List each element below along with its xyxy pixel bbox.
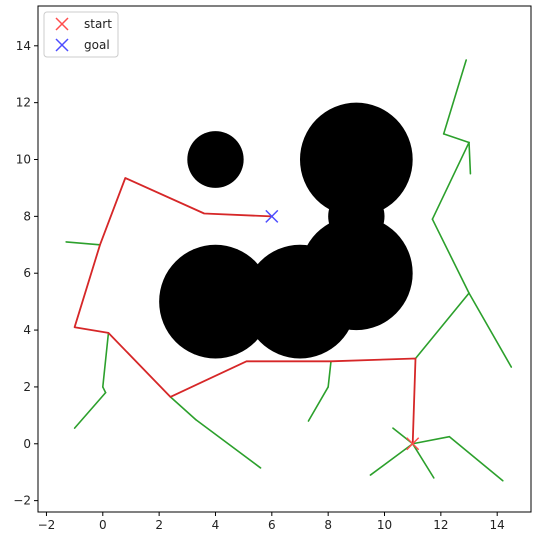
x-tick-label-4: 4 xyxy=(212,518,220,532)
start-marker xyxy=(406,437,420,451)
tree-edge-17 xyxy=(169,396,197,421)
legend-marker-start xyxy=(55,17,69,31)
y-tick-label-6: 6 xyxy=(23,266,31,280)
y-tick-label-2: 2 xyxy=(23,380,31,394)
y-tick-label-14: 14 xyxy=(16,39,31,53)
y-tick-label-10: 10 xyxy=(16,153,31,167)
path xyxy=(73,177,417,445)
tree-edge-15 xyxy=(101,386,107,394)
legend-x-goal-stroke xyxy=(55,38,69,52)
tree-edge-12 xyxy=(327,360,332,388)
obstacles xyxy=(159,102,413,359)
x-tick-label-2: 2 xyxy=(155,518,163,532)
tree-edge-6 xyxy=(468,292,513,368)
tree-edge-7 xyxy=(431,218,470,294)
legend-label-start: start xyxy=(84,17,112,31)
goal-marker xyxy=(265,209,279,223)
tree-edge-11 xyxy=(442,59,468,135)
legend-x-start xyxy=(55,17,69,31)
tree-edge-19 xyxy=(65,241,101,246)
x-tick-label-6: 6 xyxy=(268,518,276,532)
start-marker-stroke xyxy=(406,437,420,451)
y-tick-label-12: 12 xyxy=(16,96,31,110)
tree-edge-4 xyxy=(369,442,414,476)
obstacle-5 xyxy=(243,244,357,359)
axes: −2 0 2 4 6 8 10 12 14 −2 0 2 4 6 8 10 12 14 xyxy=(13,39,505,532)
goal-marker-stroke xyxy=(265,209,279,223)
tree-edge-5 xyxy=(414,292,470,360)
y-tick-label-8: 8 xyxy=(23,209,31,223)
tree-edge-1 xyxy=(448,435,504,482)
legend-x-goal xyxy=(55,38,69,52)
tree-edges xyxy=(65,59,513,482)
y-tick-label-0: 0 xyxy=(23,437,31,451)
tree-edge-8 xyxy=(431,141,470,221)
legend-label-goal: goal xyxy=(84,38,110,52)
x-tick-label-10: 10 xyxy=(377,518,392,532)
x-tick-label-12: 12 xyxy=(433,518,448,532)
obstacle-4 xyxy=(159,244,272,359)
tree-edge-2 xyxy=(411,442,435,479)
x-tick-label--2: −2 xyxy=(38,518,56,532)
tree-edge-10 xyxy=(442,133,470,144)
markers xyxy=(265,209,420,451)
legend-entry-start: start xyxy=(55,17,112,31)
obstacle-1 xyxy=(299,102,413,217)
legend-entry-goal: goal xyxy=(55,38,110,52)
plot-frame xyxy=(37,5,532,513)
tree-edge-0 xyxy=(411,435,451,445)
tree-edge-13 xyxy=(307,386,329,422)
x-tick-label-0: 0 xyxy=(99,518,107,532)
tree-edge-14 xyxy=(101,332,110,388)
legend-marker-goal xyxy=(55,38,69,52)
legend-x-start-stroke xyxy=(55,17,69,31)
tree-edge-9 xyxy=(468,141,472,175)
x-tick-label-8: 8 xyxy=(324,518,332,532)
legend: start goal xyxy=(43,11,119,58)
obstacle-0 xyxy=(187,131,244,188)
y-tick-label--2: −2 xyxy=(13,494,31,508)
y-tick-label-4: 4 xyxy=(23,323,31,337)
path-line xyxy=(73,177,417,445)
x-tick-label-14: 14 xyxy=(490,518,505,532)
tree-edge-18 xyxy=(194,418,262,469)
tree-edge-16 xyxy=(73,391,107,429)
